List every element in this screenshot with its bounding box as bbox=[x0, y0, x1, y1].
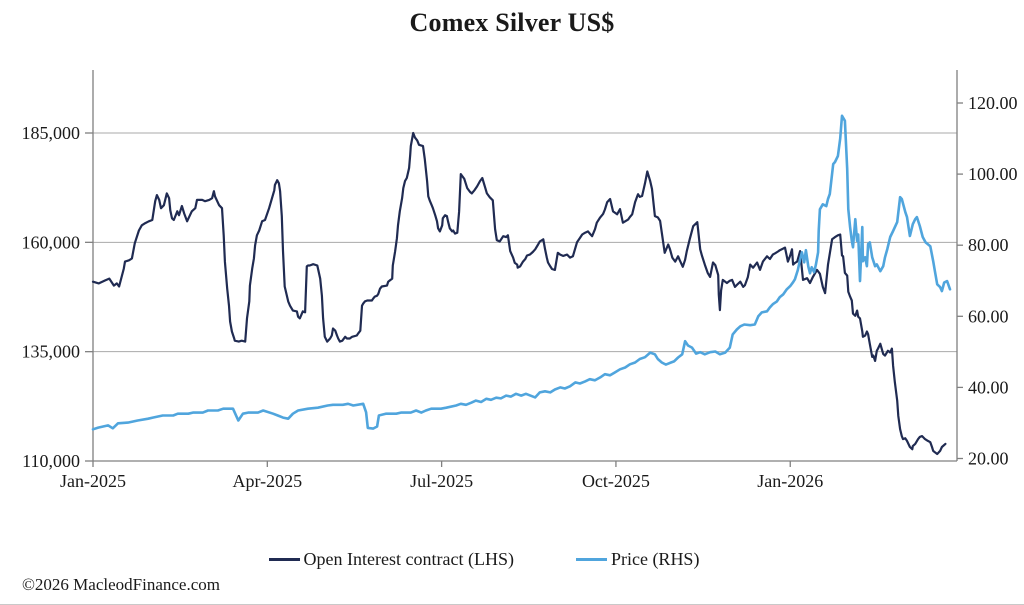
copyright-text: ©2026 MacleodFinance.com bbox=[22, 575, 220, 594]
open-interest-legend-swatch bbox=[268, 558, 300, 561]
right-axis-tick-label: 100.00 bbox=[968, 164, 1018, 184]
x-axis-tick-label: Oct-2025 bbox=[582, 471, 650, 491]
left-axis-tick-label: 160,000 bbox=[22, 232, 81, 252]
price-legend-swatch bbox=[575, 558, 607, 561]
left-axis-tick-label: 135,000 bbox=[22, 342, 81, 362]
chart-title: Comex Silver US$ bbox=[409, 8, 615, 37]
open-interest-legend-label: Open Interest contract (LHS) bbox=[303, 549, 514, 569]
x-axis-tick-label: Jul-2025 bbox=[410, 471, 473, 491]
right-axis-tick-label: 20.00 bbox=[968, 449, 1009, 469]
legend-item-price: Price (RHS) bbox=[575, 549, 700, 570]
legend: Open Interest contract (LHS) Price (RHS) bbox=[0, 549, 996, 570]
price-legend-label: Price (RHS) bbox=[610, 549, 700, 569]
price-line bbox=[91, 114, 952, 431]
x-axis-tick-label: Apr-2025 bbox=[232, 471, 302, 491]
right-axis-tick-label: 120.00 bbox=[968, 93, 1018, 113]
left-axis-tick-label: 185,000 bbox=[22, 123, 81, 143]
right-axis-tick-label: 80.00 bbox=[968, 235, 1009, 255]
right-axis-tick-label: 60.00 bbox=[968, 306, 1009, 326]
left-axis-tick-label: 110,000 bbox=[22, 451, 80, 471]
x-axis-tick-label: Jan-2026 bbox=[757, 471, 823, 491]
right-axis-tick-label: 40.00 bbox=[968, 377, 1009, 397]
x-axis-tick-label: Jan-2025 bbox=[60, 471, 126, 491]
open-interest-line bbox=[91, 131, 947, 456]
legend-item-open-interest: Open Interest contract (LHS) bbox=[268, 549, 514, 570]
